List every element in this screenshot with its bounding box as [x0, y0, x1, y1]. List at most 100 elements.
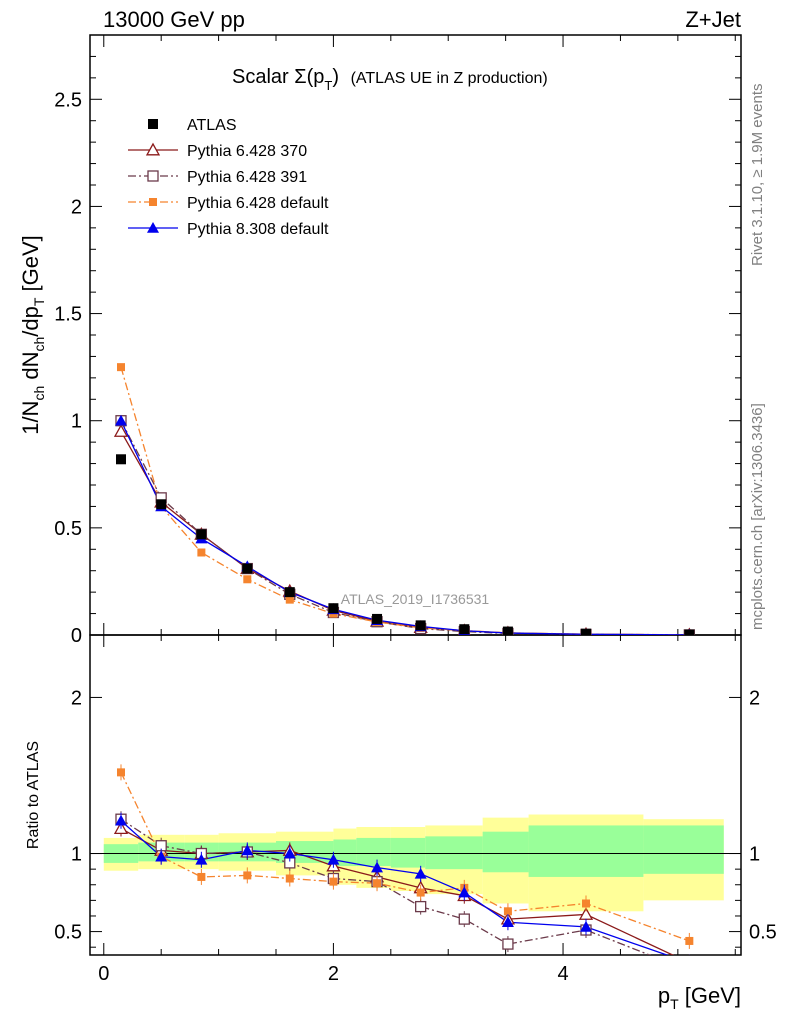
y-axis-label-part: ch: [31, 386, 47, 401]
data-point: [242, 563, 253, 574]
analysis-watermark: ATLAS_2019_I1736531: [341, 591, 490, 607]
data-point: [581, 628, 591, 635]
band-inner-segment: [356, 837, 391, 867]
main-series-marker: [197, 548, 206, 557]
main-series-marker: [117, 363, 125, 372]
band-inner-segment: [482, 831, 529, 873]
main-series-marker: [285, 595, 294, 604]
legend-marker: [147, 170, 159, 182]
legend-marker: [147, 222, 159, 233]
rivet-label: Rivet 3.1.10, ≥ 1.9M events: [749, 84, 766, 267]
legend-entry: Pythia 6.428 391: [187, 169, 307, 186]
x-tick-label: 4: [557, 963, 568, 985]
x-tick-label: 0: [98, 963, 109, 985]
y-tick-label-ratio: 0.5: [54, 922, 82, 944]
ratio-series-marker: [684, 966, 694, 976]
y-tick-label-ratio-right: 0.5: [749, 922, 777, 944]
data-point: [116, 454, 126, 465]
x-axis-label-part: T: [670, 996, 679, 1012]
ratio-series-line: [120, 820, 669, 955]
ratio-series-marker: [582, 899, 590, 908]
data-point: [684, 629, 695, 635]
y-axis-label-part: [GeV]: [18, 235, 43, 297]
main-series-line: [120, 366, 690, 635]
ratio-series-line: [120, 818, 652, 955]
axis-ticks: 0 2 4 0 0.5 1 1.5 2 2.5 0.5 0.5 1 1 2 2: [54, 34, 777, 985]
data-point: [459, 624, 470, 635]
y-axis-label-part: ch: [31, 337, 47, 352]
ratio-series-marker: [580, 920, 592, 932]
ratio-series-marker: [373, 879, 382, 888]
legend-marker: [148, 119, 158, 129]
ratio-series-marker: [683, 957, 695, 968]
y-tick-label-ratio-right: 2: [749, 687, 760, 709]
data-point: [372, 613, 383, 624]
y-tick-label-main: 2.5: [54, 89, 82, 111]
ratio-series-marker: [685, 936, 694, 945]
ratio-series-marker: [329, 877, 338, 886]
legend-entry: ATLAS: [187, 117, 237, 134]
band-inner-segment: [528, 825, 644, 877]
data-point: [328, 603, 339, 614]
ratio-series-marker: [501, 916, 514, 928]
y-axis-label-part: T: [31, 297, 47, 306]
y-tick-label-main: 0: [71, 625, 82, 647]
legend-entry: Pythia 6.428 370: [187, 143, 307, 160]
ratio-series-marker: [117, 768, 125, 777]
legend: ATLAS Pythia 6.428 370 Pythia 6.428 391 Pyt…: [128, 117, 329, 238]
main-series-marker: [243, 575, 252, 584]
main-series-line: [120, 420, 690, 635]
main-series-layer: [113, 363, 695, 635]
plot-title: Scalar Σ(pT) (ATLAS UE in Z production): [232, 66, 548, 93]
data-point: [415, 620, 426, 631]
y-axis-label-ratio: Ratio to ATLAS: [25, 741, 42, 849]
x-axis-label-part: [GeV]: [679, 983, 741, 1008]
ratio-series-marker: [327, 853, 340, 865]
data-point: [156, 499, 167, 510]
ratio-series-marker: [458, 886, 471, 898]
legend-marker: [145, 142, 161, 156]
ratio-series-marker: [241, 844, 254, 856]
ratio-series-marker: [414, 867, 427, 879]
y-tick-label-main: 2: [71, 196, 82, 218]
header-process: Z+Jet: [685, 7, 741, 32]
y-axis-label-main: 1/Nch dNch/dpT [GeV]: [18, 235, 47, 435]
band-inner-segment: [425, 836, 483, 870]
ratio-series-marker: [416, 888, 425, 897]
ratio-panel-frame: [89, 634, 742, 956]
y-tick-label-main: 1.5: [54, 304, 82, 326]
ratio-series-marker: [155, 850, 168, 862]
main-series-marker: [115, 414, 127, 426]
legend-entry: Pythia 8.308 default: [187, 221, 329, 238]
ratio-series-line: [120, 772, 690, 942]
y-axis-label-part: /dp: [18, 306, 43, 337]
x-axis-label: pT [GeV]: [658, 983, 741, 1012]
y-tick-label-ratio-right: 1: [749, 844, 760, 866]
header-energy: 13000 GeV pp: [103, 7, 245, 32]
data-point: [502, 626, 513, 635]
ratio-series-marker: [115, 814, 127, 826]
band-inner-segment: [390, 837, 426, 868]
ratio-series-marker: [371, 861, 384, 873]
ratio-series-marker: [415, 900, 427, 913]
ratio-series-line: [120, 827, 675, 955]
band-inner-segment: [333, 839, 357, 867]
ratio-series-marker: [283, 847, 296, 859]
y-tick-label-main: 0.5: [54, 518, 82, 540]
ratio-series-marker: [197, 872, 206, 881]
ratio-series-layer: [113, 764, 695, 976]
band-inner-segment: [643, 825, 724, 874]
mcplots-label: mcplots.cern.ch [arXiv:1306.3436]: [749, 403, 766, 630]
legend-entry: Pythia 6.428 default: [187, 195, 329, 212]
ratio-series-marker: [195, 853, 208, 865]
legend-marker: [149, 198, 157, 206]
x-axis-label-part: p: [658, 983, 670, 1008]
y-axis-label-part: dN: [18, 352, 43, 386]
ratio-series-marker: [502, 938, 514, 950]
ratio-series-marker: [458, 913, 470, 925]
ratio-series-marker: [503, 907, 512, 916]
y-tick-label-ratio: 1: [71, 844, 82, 866]
data-point: [196, 529, 207, 540]
ratio-series-marker: [683, 957, 695, 968]
